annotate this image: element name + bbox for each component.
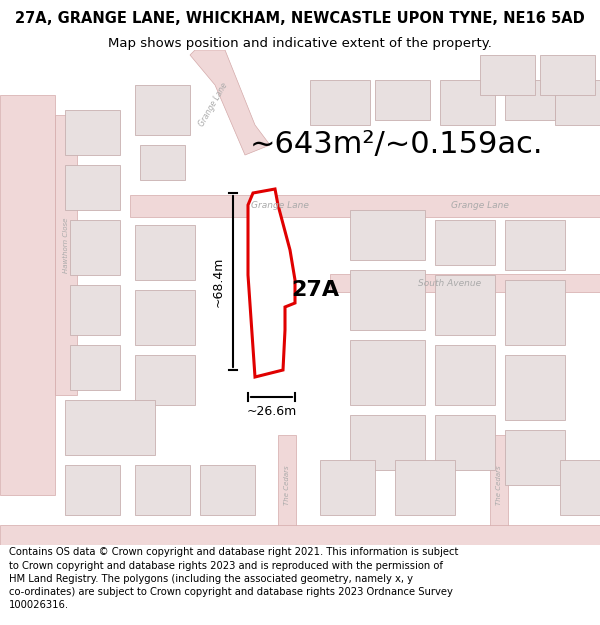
Bar xyxy=(70,220,120,275)
Text: Grange Lane: Grange Lane xyxy=(451,201,509,211)
Bar xyxy=(350,270,425,330)
Bar xyxy=(435,345,495,405)
Text: ~68.4m: ~68.4m xyxy=(212,256,225,307)
Bar xyxy=(505,430,565,485)
Bar xyxy=(435,275,495,335)
Bar xyxy=(440,80,495,125)
Text: Grange Lane: Grange Lane xyxy=(197,81,229,129)
Bar xyxy=(330,274,600,292)
Bar xyxy=(135,465,190,515)
Bar xyxy=(505,220,565,270)
Bar xyxy=(350,415,425,470)
Bar xyxy=(560,460,600,515)
Bar xyxy=(200,465,255,515)
Bar xyxy=(70,345,120,390)
Bar xyxy=(540,55,595,95)
Text: The Cedars: The Cedars xyxy=(496,465,502,505)
Bar xyxy=(70,285,120,335)
Text: ~643m²/~0.159ac.: ~643m²/~0.159ac. xyxy=(250,131,544,159)
Text: ~26.6m: ~26.6m xyxy=(247,405,296,418)
Text: Hawthorn Close: Hawthorn Close xyxy=(63,217,69,272)
Bar xyxy=(375,80,430,120)
Bar xyxy=(350,210,425,260)
Bar xyxy=(505,280,565,345)
Text: Map shows position and indicative extent of the property.: Map shows position and indicative extent… xyxy=(108,38,492,51)
Polygon shape xyxy=(190,50,270,155)
Bar xyxy=(55,115,77,395)
Text: 27A: 27A xyxy=(291,280,339,300)
Text: South Avenue: South Avenue xyxy=(418,279,482,288)
Bar xyxy=(320,460,375,515)
Bar xyxy=(555,80,600,125)
Bar xyxy=(65,465,120,515)
Bar xyxy=(140,145,185,180)
Bar xyxy=(435,415,495,470)
Text: Contains OS data © Crown copyright and database right 2021. This information is : Contains OS data © Crown copyright and d… xyxy=(9,548,458,610)
Bar xyxy=(278,435,296,545)
Text: The Cedars: The Cedars xyxy=(284,465,290,505)
Bar xyxy=(480,55,535,95)
Bar xyxy=(350,340,425,405)
Bar xyxy=(310,80,370,125)
Text: 27A, GRANGE LANE, WHICKHAM, NEWCASTLE UPON TYNE, NE16 5AD: 27A, GRANGE LANE, WHICKHAM, NEWCASTLE UP… xyxy=(15,11,585,26)
Bar xyxy=(130,195,600,217)
Bar xyxy=(505,355,565,420)
Bar xyxy=(0,95,55,495)
Bar xyxy=(65,110,120,155)
Bar xyxy=(135,290,195,345)
Bar xyxy=(490,435,508,545)
Bar xyxy=(135,225,195,280)
Bar xyxy=(65,165,120,210)
Text: Grange Lane: Grange Lane xyxy=(251,201,309,211)
Bar xyxy=(135,85,190,135)
Bar xyxy=(505,80,555,120)
Bar xyxy=(435,220,495,265)
Bar xyxy=(65,400,155,455)
Bar xyxy=(395,460,455,515)
Bar xyxy=(135,355,195,405)
Polygon shape xyxy=(248,189,295,377)
Bar xyxy=(0,525,600,545)
